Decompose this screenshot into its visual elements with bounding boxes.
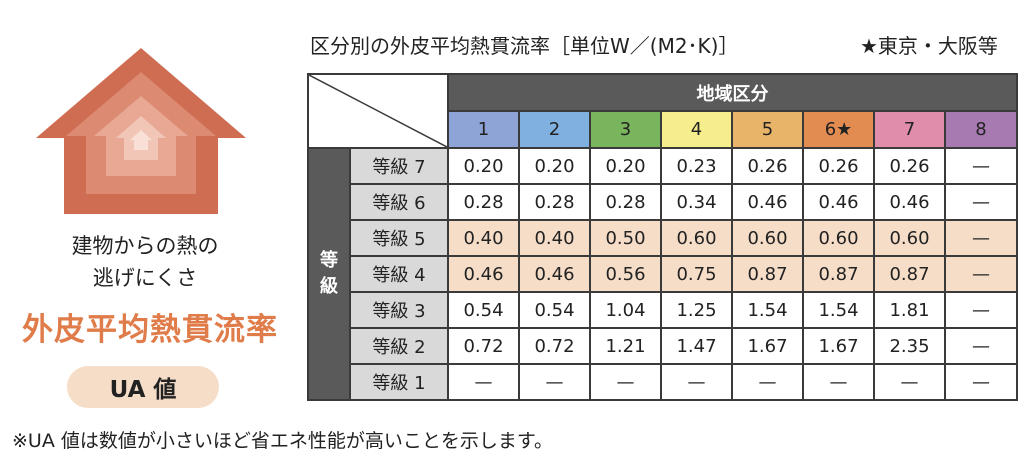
value-cell: 0.40 (518, 219, 591, 257)
value-cell: 1.04 (589, 291, 662, 329)
value-cell: 0.26 (802, 147, 875, 185)
value-cell: 0.50 (589, 219, 662, 257)
caption-line-1: 建物からの熱の (71, 234, 219, 258)
value-cell: — (447, 363, 520, 401)
value-cell: 0.46 (447, 255, 520, 293)
value-cell: 1.54 (731, 291, 804, 329)
zone-header-2: 2 (518, 110, 591, 149)
value-cell: 0.75 (660, 255, 733, 293)
metric-title: 外皮平均熱貫流率 (22, 312, 278, 348)
value-cell: — (944, 291, 1018, 329)
zone-header-3: 3 (589, 110, 662, 149)
value-cell: 0.72 (518, 327, 591, 365)
value-cell: 0.46 (518, 255, 591, 293)
location-note: ★東京・大阪等 (860, 34, 998, 58)
value-cell: 1.21 (589, 327, 662, 365)
ua-badge: UA 値 (67, 366, 219, 408)
value-cell: — (873, 363, 946, 401)
value-cell: 0.46 (802, 183, 875, 221)
value-cell: — (944, 183, 1018, 221)
diagonal-line (309, 75, 447, 147)
value-cell: 0.26 (731, 147, 804, 185)
value-cell: 1.47 (660, 327, 733, 365)
grade-label: 等級 7 (349, 147, 449, 185)
value-cell: 1.67 (802, 327, 875, 365)
table-row: 等級 3 0.54 0.54 1.04 1.25 1.54 1.54 1.81— (308, 291, 1018, 329)
table-row: 等級 6 0.28 0.28 0.28 0.34 0.46 0.46 0.46— (308, 183, 1018, 221)
value-cell: 0.54 (447, 291, 520, 329)
value-cell: 0.20 (447, 147, 520, 185)
value-cell: 0.60 (660, 219, 733, 257)
value-cell: 0.56 (589, 255, 662, 293)
value-cell: 0.60 (873, 219, 946, 257)
value-cell: 0.28 (447, 183, 520, 221)
grade-axis-text: 等級 (320, 250, 338, 297)
zone-header-8: 8 (944, 110, 1018, 149)
value-cell: 0.46 (873, 183, 946, 221)
value-cell: — (944, 363, 1018, 401)
value-cell: 1.54 (802, 291, 875, 329)
table-row: 等級等級 7 0.20 0.20 0.20 0.23 0.26 0.26 0.26— (307, 147, 1018, 401)
house-icon (36, 48, 246, 214)
grade-label: 等級 6 (349, 183, 449, 221)
grade-label: 等級 3 (349, 291, 449, 329)
value-cell: 0.60 (731, 219, 804, 257)
value-cell: 1.67 (731, 327, 804, 365)
value-cell: 0.46 (731, 183, 804, 221)
table-row: 等級 1— — — — — — — — (308, 363, 1018, 401)
value-cell: 0.23 (660, 147, 733, 185)
value-cell: 0.20 (518, 147, 591, 185)
value-cell: 0.28 (589, 183, 662, 221)
value-cell: — (589, 363, 662, 401)
grade-label: 等級 5 (349, 219, 449, 257)
value-cell: — (518, 363, 591, 401)
value-cell: — (944, 327, 1018, 365)
value-cell: 0.87 (802, 255, 875, 293)
value-cell: 1.25 (660, 291, 733, 329)
region-header: 地域区分 (447, 73, 1018, 112)
zone-header-5: 5 (731, 110, 804, 149)
table-row: 等級 5 0.40 0.40 0.50 0.60 0.60 0.60 0.60— (308, 219, 1018, 257)
zone-header-4: 4 (660, 110, 733, 149)
zone-header-6: 6★ (802, 110, 875, 149)
corner-diagonal-cell (307, 73, 449, 149)
value-cell: 0.28 (518, 183, 591, 221)
value-cell: 0.87 (731, 255, 804, 293)
value-cell: 0.26 (873, 147, 946, 185)
table-row: 等級 4 0.46 0.46 0.56 0.75 0.87 0.87 0.87— (308, 255, 1018, 293)
value-cell: 2.35 (873, 327, 946, 365)
house-layer-5 (130, 130, 152, 150)
table-title: 区分別の外皮平均熱貫流率［単位W／(M2･K)］ (310, 34, 739, 58)
value-cell: 1.81 (873, 291, 946, 329)
value-cell: 0.40 (447, 219, 520, 257)
zone-row: 1 2 3 4 5 6★ 7 8 (308, 110, 1018, 149)
value-cell: 0.72 (447, 327, 520, 365)
value-cell: 0.20 (589, 147, 662, 185)
value-cell: — (802, 363, 875, 401)
value-cell: — (944, 147, 1018, 185)
value-cell: — (944, 255, 1018, 293)
grade-axis-label: 等級 (307, 147, 351, 401)
value-cell: 0.60 (802, 219, 875, 257)
grade-label: 等級 2 (349, 327, 449, 365)
caption-line-2: 逃げにくさ (92, 266, 198, 290)
grade-label: 等級 4 (349, 255, 449, 293)
left-panel: 建物からの熱の 逃げにくさ 外皮平均熱貫流率 UA 値 (0, 0, 300, 420)
zone-header-1: 1 (447, 110, 520, 149)
value-cell: — (660, 363, 733, 401)
value-cell: 0.34 (660, 183, 733, 221)
value-cell: — (944, 219, 1018, 257)
grade-label: 等級 1 (349, 363, 449, 401)
value-cell: 0.87 (873, 255, 946, 293)
table-row: 等級 2 0.72 0.72 1.21 1.47 1.67 1.67 2.35— (308, 327, 1018, 365)
zone-header-7: 7 (873, 110, 946, 149)
ua-value-table: 地域区分 1 2 3 4 5 6★ 7 8 等級等級 7 0.20 0.20 0.20 0.23 0.2… (307, 73, 1018, 401)
footnote: ※UA 値は数値が小さいほど省エネ性能が高いことを示します。 (12, 430, 553, 452)
value-cell: — (731, 363, 804, 401)
value-cell: 0.54 (518, 291, 591, 329)
